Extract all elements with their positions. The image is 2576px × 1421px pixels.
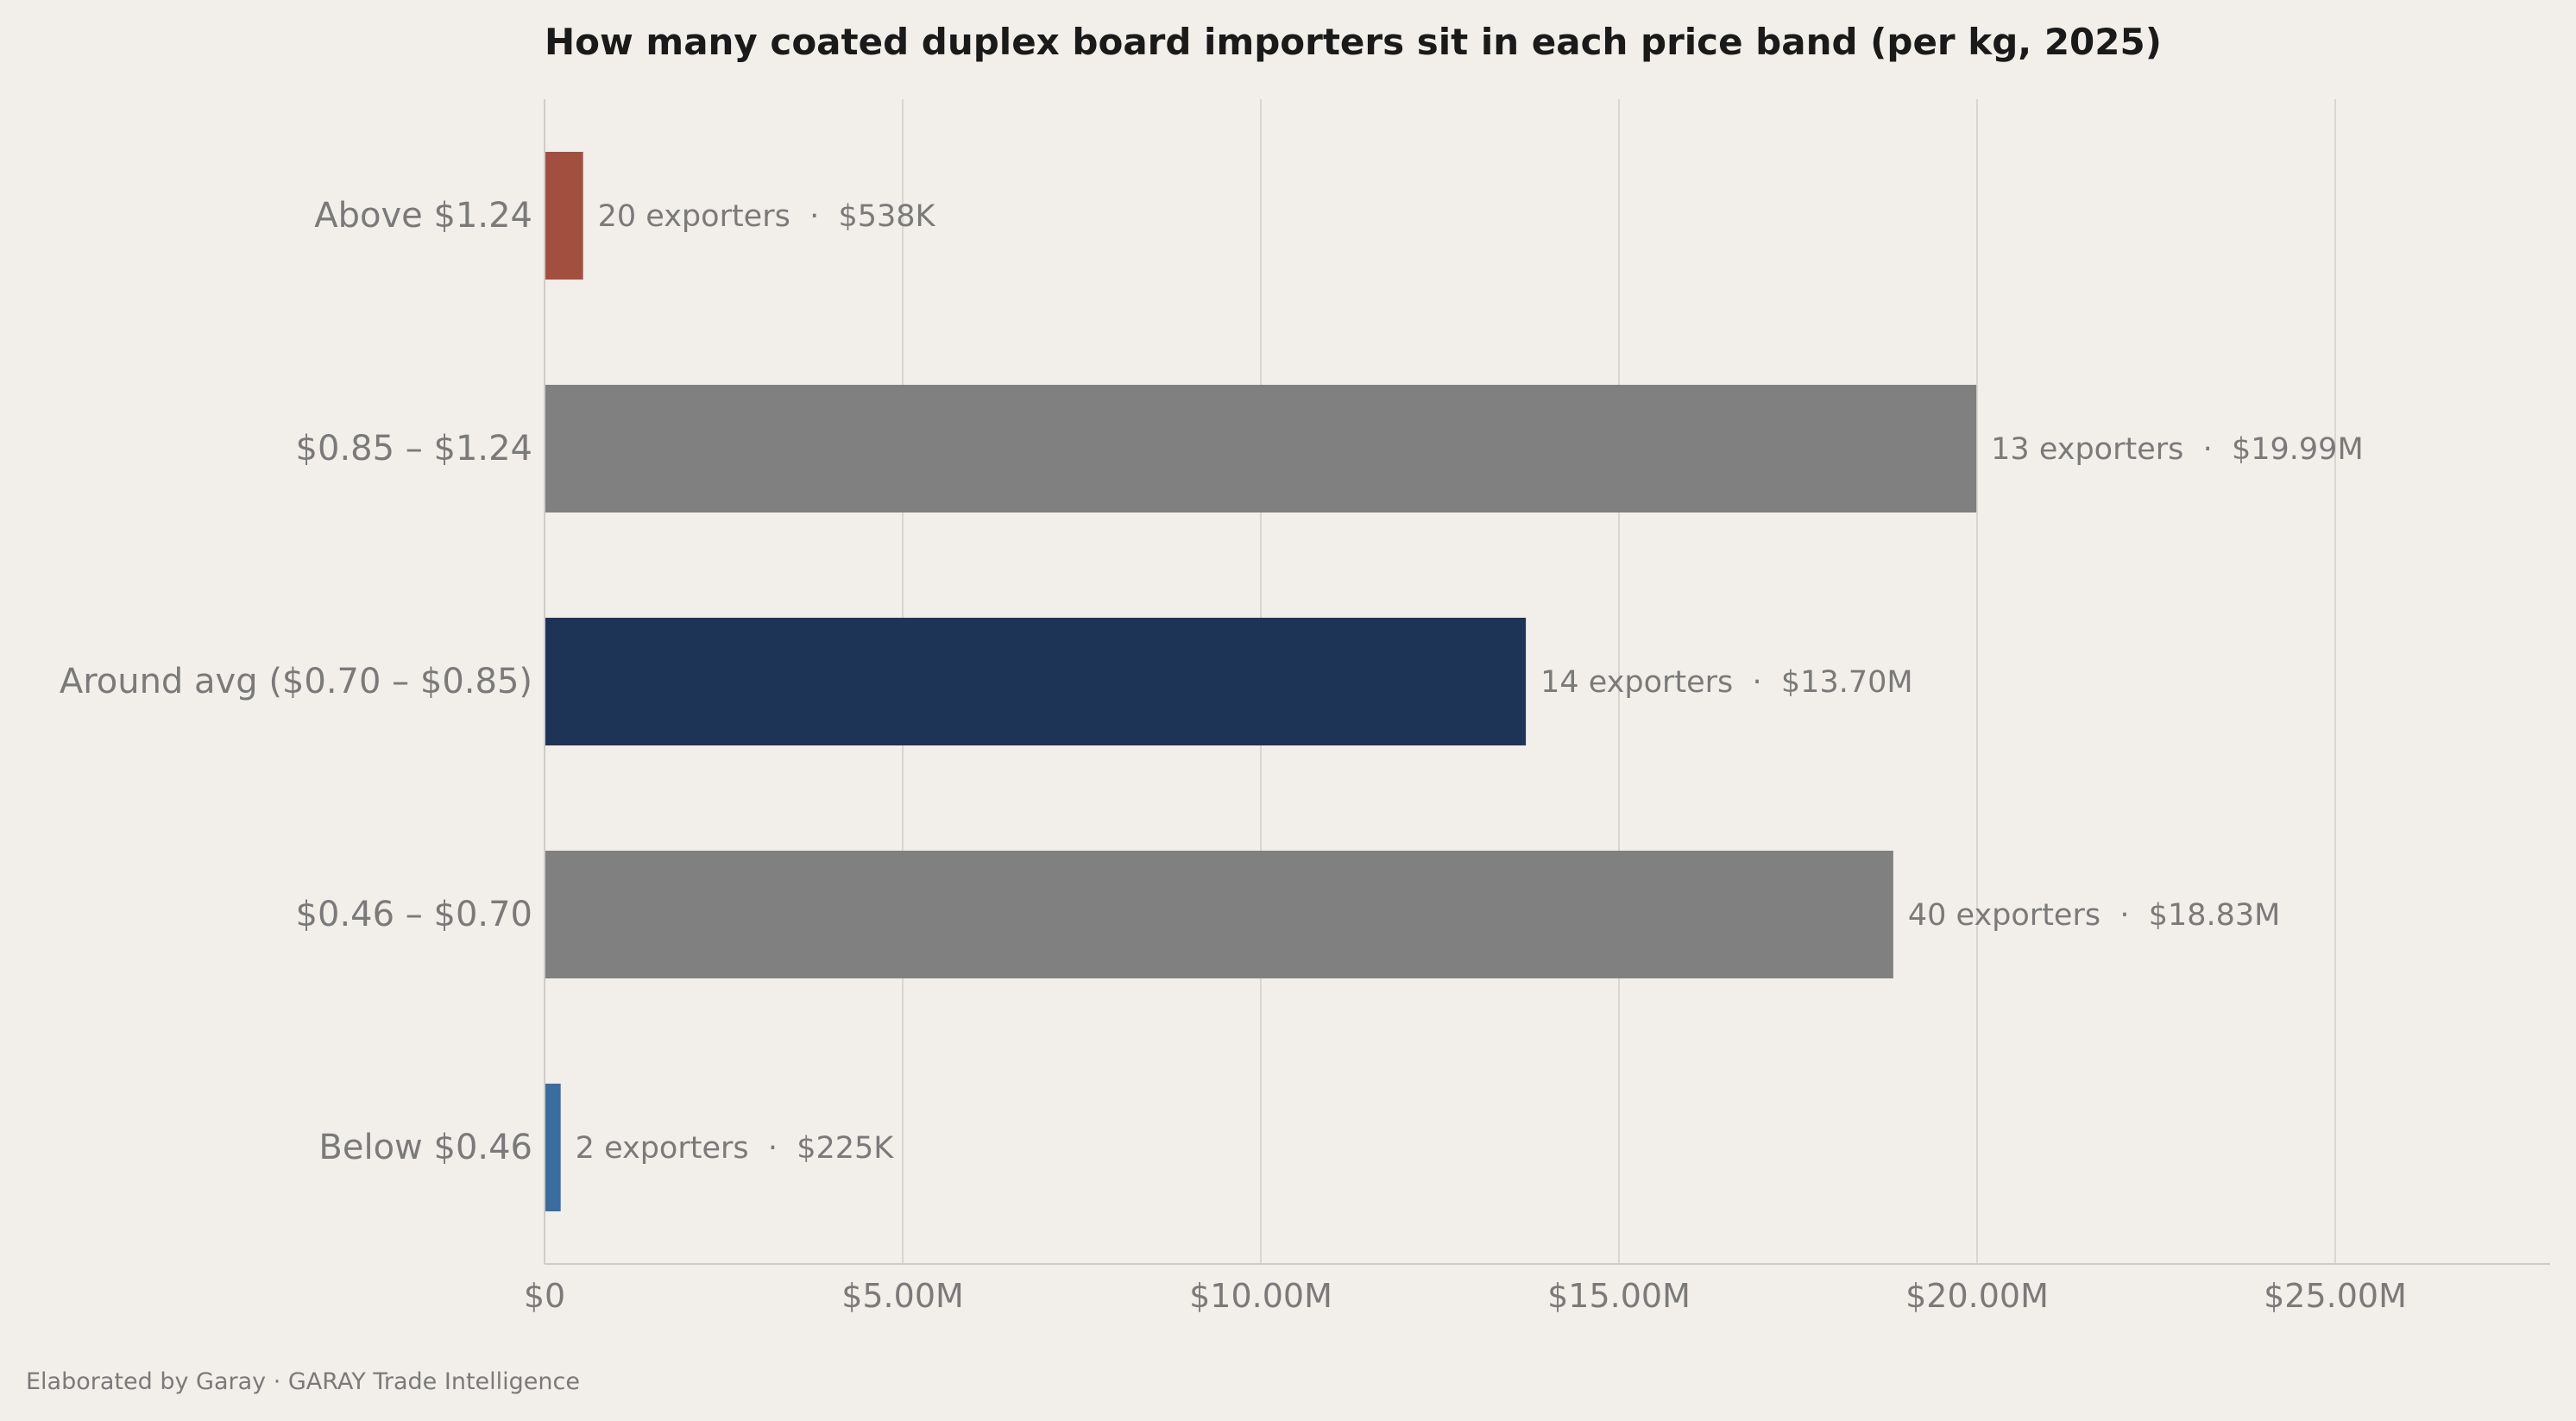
bar	[545, 1084, 561, 1211]
bar-data-label: 2 exporters · $225K	[576, 1131, 895, 1166]
category-label: Below $0.46	[318, 1128, 532, 1167]
grid-lines	[902, 99, 2336, 1264]
x-tick-label: $20.00M	[1905, 1277, 2049, 1315]
bar-data-label: 20 exporters · $538K	[598, 199, 936, 234]
bar-data-label: 14 exporters · $13.70M	[1540, 665, 1912, 700]
category-label: $0.46 – $0.70	[296, 895, 532, 934]
bar-data-label: 40 exporters · $18.83M	[1908, 898, 2280, 933]
x-tick-label: $0	[524, 1277, 565, 1315]
bar	[545, 152, 583, 280]
category-label: Above $1.24	[314, 196, 532, 236]
x-tick-label: $15.00M	[1547, 1277, 1691, 1315]
bar-data-label: 13 exporters · $19.99M	[1991, 432, 2363, 467]
bar	[545, 851, 1893, 978]
bar	[545, 385, 1977, 512]
category-label: Around avg ($0.70 – $0.85)	[60, 662, 532, 701]
labels: $0 $5.00M $10.00M $15.00M $20.00M $25.00M Abov…	[60, 196, 2407, 1315]
bar	[545, 618, 1527, 745]
chart-title: How many coated duplex board importers s…	[545, 21, 2162, 63]
axes	[544, 99, 2550, 1265]
x-tick-label: $10.00M	[1189, 1277, 1332, 1315]
x-tick-label: $25.00M	[2264, 1277, 2407, 1315]
x-tick-label: $5.00M	[841, 1277, 964, 1315]
footer-credit: Elaborated by Garay · GARAY Trade Intell…	[26, 1368, 580, 1395]
category-label: $0.85 – $1.24	[296, 429, 532, 468]
bars	[545, 152, 1977, 1211]
